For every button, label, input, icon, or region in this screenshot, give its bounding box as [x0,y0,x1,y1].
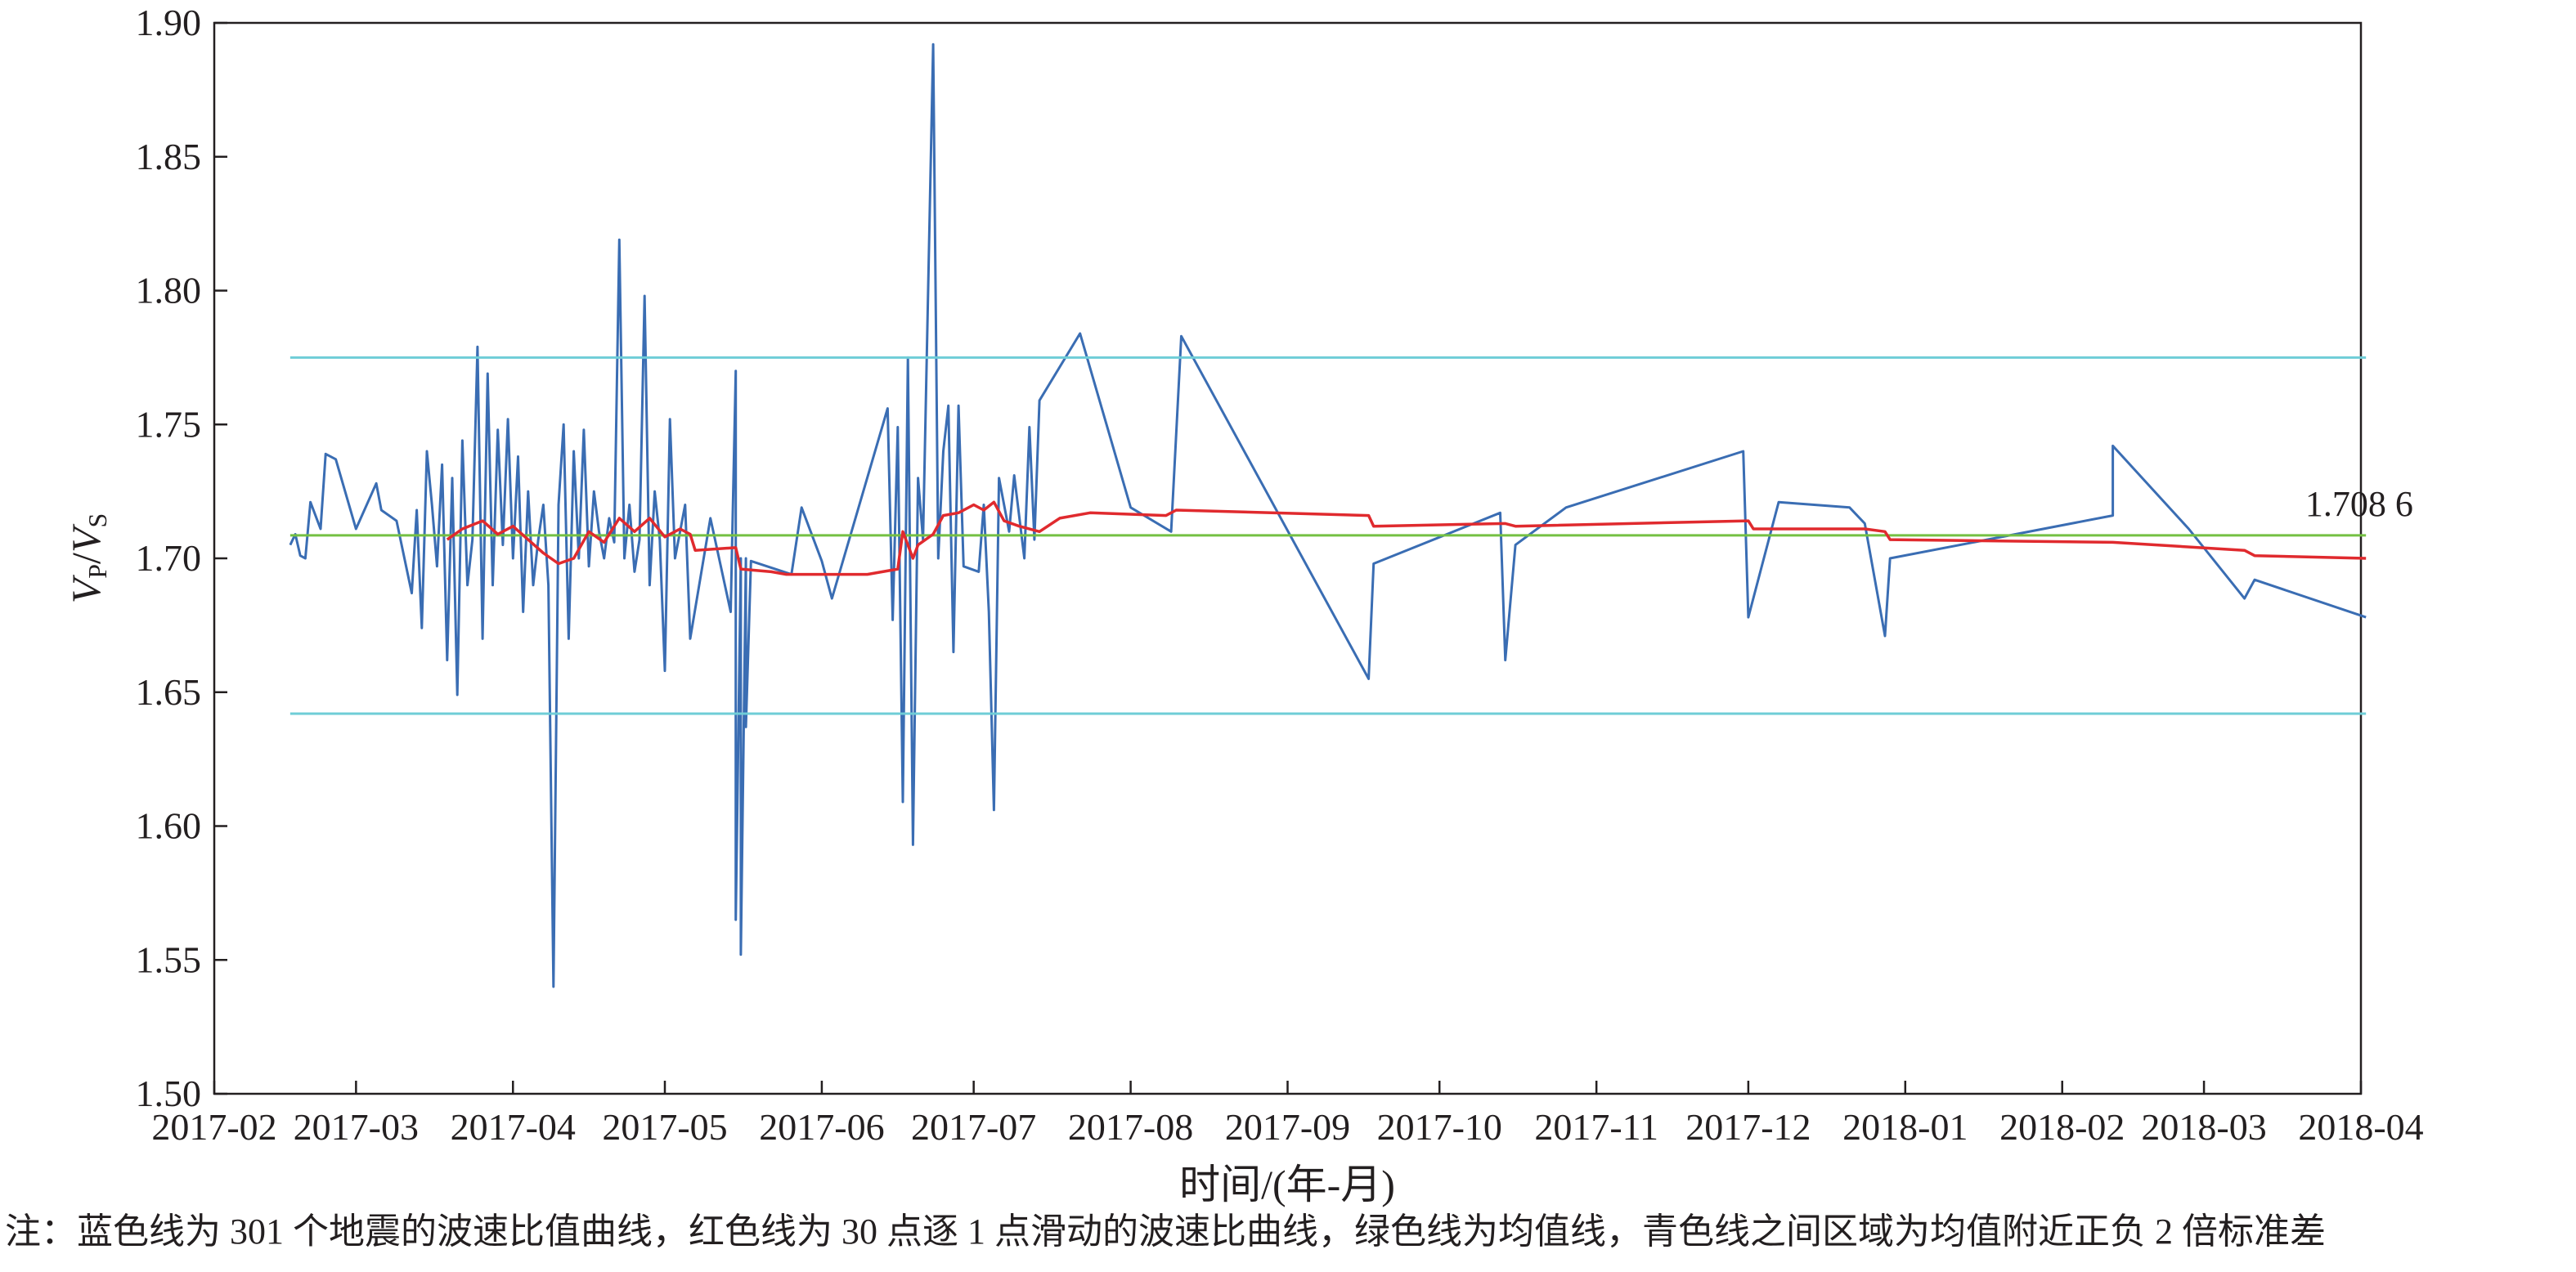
x-tick-label: 2018-04 [2298,1106,2423,1148]
y-axis-title-vp: V [63,574,109,603]
y-axis: 1.50 1.55 1.60 1.65 1.70 1.75 1.80 1.85 1.90 [136,2,227,1114]
x-tick-label: 2017-09 [1225,1106,1350,1148]
x-axis-title: 时间/(年-月) [1179,1162,1395,1207]
y-axis-title-vs: V [63,523,109,553]
series-layer [289,43,2367,988]
y-tick-label: 1.90 [136,2,202,43]
y-axis-title-slash: / [63,553,109,564]
y-axis-title-sub-p: P [83,564,112,579]
y-tick-label: 1.70 [136,537,202,579]
y-tick-label: 1.60 [136,805,202,847]
x-tick-label: 2017-02 [151,1106,276,1148]
x-tick-label: 2018-01 [1842,1106,1968,1148]
y-tick-label: 1.50 [136,1073,202,1114]
x-tick-label: 2017-11 [1534,1106,1658,1148]
x-tick-label: 2017-04 [451,1106,576,1148]
y-axis-title: VP/VS [63,513,112,604]
y-tick-label: 1.80 [136,270,202,311]
x-tick-label: 2017-10 [1377,1106,1502,1148]
x-tick-label: 2017-08 [1068,1106,1193,1148]
footnote: 注：蓝色线为 301 个地震的波速比值曲线，红色线为 30 点逐 1 点滑动的波… [5,1212,2326,1252]
wave-speed-ratio-series [289,43,2367,988]
x-tick-label: 2017-07 [911,1106,1036,1148]
x-tick-label: 2018-02 [1999,1106,2125,1148]
y-axis-title-sub-s: S [83,513,112,528]
y-tick-label: 1.75 [136,403,202,445]
y-tick-label: 1.65 [136,671,202,713]
mean-value-annotation: 1.708 6 [2305,484,2413,524]
sliding-ratio-series [446,500,2367,576]
x-tick-label: 2017-12 [1685,1106,1811,1148]
y-tick-label: 1.85 [136,136,202,177]
x-tick-label: 2017-06 [759,1106,884,1148]
x-tick-label: 2018-03 [2141,1106,2266,1148]
x-axis: 2017-02 2017-03 2017-04 2017-05 2017-06 2017-… [151,1081,2424,1148]
y-tick-label: 1.55 [136,938,202,980]
x-tick-label: 2017-03 [294,1106,419,1148]
x-tick-label: 2017-05 [602,1106,727,1148]
